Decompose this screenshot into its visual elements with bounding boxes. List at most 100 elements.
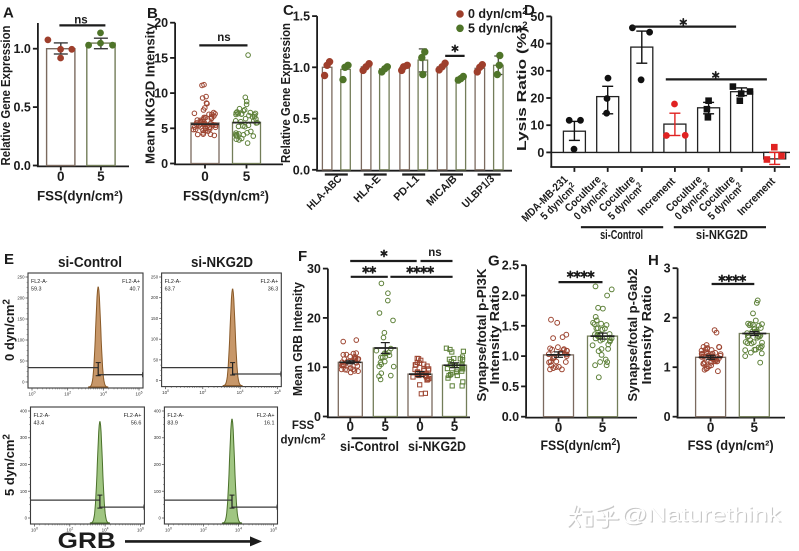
svg-text:104: 104 xyxy=(237,389,244,395)
svg-text:Intensity Ratio: Intensity Ratio xyxy=(488,285,502,384)
svg-text:F: F xyxy=(298,248,307,265)
svg-text:FL2-A+: FL2-A+ xyxy=(124,413,142,419)
svg-text:FSS: FSS xyxy=(292,420,315,432)
svg-text:250: 250 xyxy=(151,275,159,280)
svg-text:0: 0 xyxy=(707,420,715,435)
svg-text:0.0: 0.0 xyxy=(14,159,31,173)
svg-text:43.4: 43.4 xyxy=(34,421,45,427)
svg-text:5 dyn/cm2: 5 dyn/cm2 xyxy=(2,434,18,496)
svg-text:104: 104 xyxy=(235,527,242,533)
svg-text:D: D xyxy=(524,2,535,19)
svg-text:106: 106 xyxy=(137,527,144,533)
svg-text:FL2-A+: FL2-A+ xyxy=(257,413,275,419)
svg-text:FSS(dyn/cm²): FSS(dyn/cm²) xyxy=(183,188,269,204)
svg-text:0: 0 xyxy=(537,146,544,160)
svg-text:100: 100 xyxy=(165,527,172,533)
svg-text:400: 400 xyxy=(20,409,28,414)
svg-text:5: 5 xyxy=(451,419,459,434)
svg-text:0: 0 xyxy=(664,410,671,424)
svg-text:5: 5 xyxy=(243,169,251,184)
svg-text:@Naturethink: @Naturethink xyxy=(622,505,783,528)
svg-text:102: 102 xyxy=(199,389,206,395)
svg-text:400: 400 xyxy=(154,409,162,414)
svg-text:5: 5 xyxy=(599,420,607,435)
svg-text:10: 10 xyxy=(530,119,544,133)
svg-text:15: 15 xyxy=(154,51,168,65)
svg-text:100: 100 xyxy=(31,527,38,533)
svg-text:250: 250 xyxy=(17,275,25,280)
svg-text:0: 0 xyxy=(156,378,159,383)
svg-text:si-Control: si-Control xyxy=(58,255,122,271)
svg-text:50: 50 xyxy=(153,357,158,362)
svg-text:ns: ns xyxy=(74,14,87,26)
svg-text:36.3: 36.3 xyxy=(268,287,279,293)
svg-text:FL2-A+: FL2-A+ xyxy=(260,279,278,285)
svg-text:200: 200 xyxy=(151,295,159,300)
svg-text:106: 106 xyxy=(270,527,277,533)
svg-text:0: 0 xyxy=(201,169,209,184)
svg-text:40.7: 40.7 xyxy=(130,287,141,293)
svg-text:150: 150 xyxy=(151,316,159,321)
svg-text:FL2-A-: FL2-A- xyxy=(34,413,51,419)
svg-text:0.5: 0.5 xyxy=(502,380,519,394)
svg-text:0 dyn/cm2: 0 dyn/cm2 xyxy=(468,6,527,21)
svg-text:2.0: 2.0 xyxy=(502,289,519,303)
svg-text:A: A xyxy=(3,5,14,22)
svg-text:106: 106 xyxy=(136,391,143,397)
svg-text:si-NKG2D: si-NKG2D xyxy=(191,255,253,271)
svg-text:50: 50 xyxy=(20,359,25,364)
svg-text:56.6: 56.6 xyxy=(131,421,142,427)
svg-text:102: 102 xyxy=(200,527,207,533)
svg-text:0.0: 0.0 xyxy=(502,410,519,424)
svg-text:0: 0 xyxy=(159,516,162,521)
svg-text:100: 100 xyxy=(17,338,25,343)
svg-text:si-Control: si-Control xyxy=(340,439,399,454)
svg-text:si-NKG2D: si-NKG2D xyxy=(408,439,466,454)
svg-text:16.1: 16.1 xyxy=(264,421,275,427)
svg-text:1.0: 1.0 xyxy=(293,61,310,75)
svg-text:1.5: 1.5 xyxy=(293,10,310,24)
svg-text:3: 3 xyxy=(664,262,671,276)
svg-text:5: 5 xyxy=(97,169,105,184)
svg-text:150: 150 xyxy=(17,317,25,322)
svg-text:300: 300 xyxy=(20,435,28,440)
svg-text:FSS(dyn/cm²): FSS(dyn/cm²) xyxy=(37,188,123,204)
svg-text:0.0: 0.0 xyxy=(293,163,310,177)
svg-text:5: 5 xyxy=(382,419,390,434)
svg-text:0: 0 xyxy=(555,420,563,435)
svg-text:100: 100 xyxy=(154,489,162,494)
svg-text:E: E xyxy=(4,251,14,268)
svg-text:5: 5 xyxy=(751,420,759,435)
svg-text:dyn/cm2: dyn/cm2 xyxy=(281,432,326,447)
svg-text:0: 0 xyxy=(416,419,424,434)
svg-text:100: 100 xyxy=(162,389,169,395)
svg-text:106: 106 xyxy=(274,389,281,395)
svg-text:B: B xyxy=(147,5,158,22)
svg-text:100: 100 xyxy=(29,391,36,397)
svg-text:0.5: 0.5 xyxy=(14,101,31,115)
svg-text:200: 200 xyxy=(20,462,28,467)
svg-text:2: 2 xyxy=(664,311,671,325)
svg-text:5: 5 xyxy=(161,122,168,136)
svg-text:si-Control: si-Control xyxy=(600,228,643,242)
svg-text:200: 200 xyxy=(17,296,25,301)
svg-text:C: C xyxy=(283,2,294,19)
svg-text:FSS (dyn/cm²): FSS (dyn/cm²) xyxy=(688,437,774,453)
svg-text:0: 0 xyxy=(161,157,168,171)
svg-text:Lysis Ratio (%): Lysis Ratio (%) xyxy=(514,27,529,151)
svg-text:10: 10 xyxy=(307,361,321,375)
svg-text:50: 50 xyxy=(530,10,544,24)
svg-text:FL2-A-: FL2-A- xyxy=(165,279,182,285)
svg-text:G: G xyxy=(488,253,500,270)
svg-text:30: 30 xyxy=(307,262,321,276)
svg-text:si-NKG2D: si-NKG2D xyxy=(696,228,748,242)
svg-text:10: 10 xyxy=(154,87,168,101)
svg-text:FSS(dyn/cm2): FSS(dyn/cm2) xyxy=(541,437,621,453)
svg-text:ns: ns xyxy=(428,247,441,259)
svg-text:1.0: 1.0 xyxy=(14,42,31,56)
svg-text:H: H xyxy=(648,252,659,269)
svg-text:102: 102 xyxy=(66,527,73,533)
svg-text:@Naturethink: @Naturethink xyxy=(621,504,782,527)
svg-text:Synapse/total p-PI3K: Synapse/total p-PI3K xyxy=(475,269,489,402)
svg-text:100: 100 xyxy=(20,489,28,494)
